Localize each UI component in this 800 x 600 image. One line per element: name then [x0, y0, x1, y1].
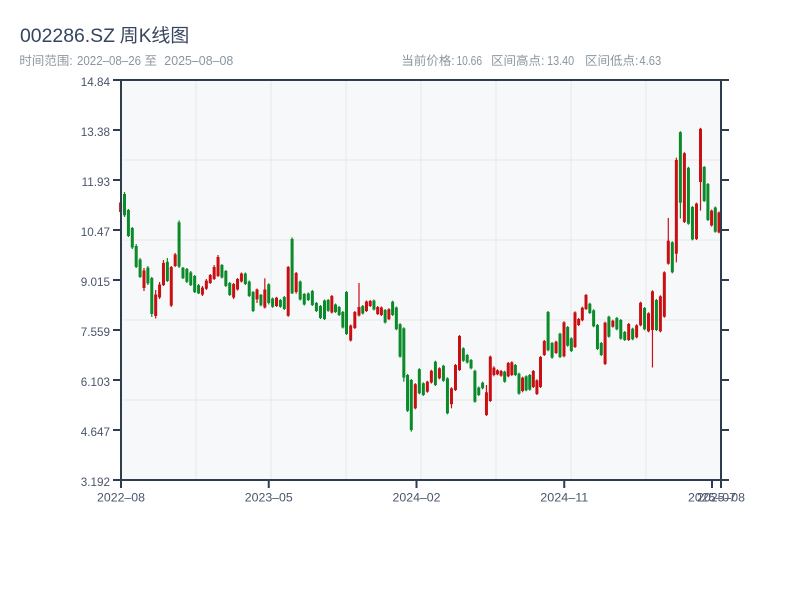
svg-text:2024–11: 2024–11	[540, 491, 588, 505]
svg-text:002286.SZ: 002286.SZ	[20, 26, 115, 47]
svg-text:2024–02: 2024–02	[393, 491, 441, 505]
svg-text:13.38: 13.38	[81, 126, 110, 139]
svg-text:11.93: 11.93	[82, 176, 110, 189]
svg-text:14.84: 14.84	[81, 76, 111, 89]
svg-text:7.559: 7.559	[81, 326, 110, 339]
svg-text::: :	[451, 54, 454, 68]
svg-text:4.63: 4.63	[639, 54, 661, 68]
svg-text:2025–08: 2025–08	[697, 491, 745, 505]
svg-text:2022–08: 2022–08	[97, 491, 145, 505]
svg-text:9.015: 9.015	[81, 276, 111, 289]
svg-text:10.47: 10.47	[81, 226, 110, 239]
svg-text:2023–05: 2023–05	[245, 491, 293, 505]
svg-text:K: K	[139, 26, 152, 47]
svg-text:13.40: 13.40	[547, 54, 574, 68]
svg-text::: :	[541, 54, 544, 68]
svg-text::: :	[69, 54, 72, 68]
svg-text:10.66: 10.66	[457, 54, 483, 68]
svg-text:2025–07: 2025–07	[688, 491, 736, 505]
svg-text:6.103: 6.103	[81, 376, 110, 389]
svg-text:4.647: 4.647	[81, 426, 110, 439]
svg-text:2025–08–08: 2025–08–08	[164, 54, 233, 68]
svg-text::: :	[635, 54, 638, 68]
svg-text:3.192: 3.192	[81, 476, 110, 489]
svg-text:2022–08–26: 2022–08–26	[77, 54, 141, 68]
